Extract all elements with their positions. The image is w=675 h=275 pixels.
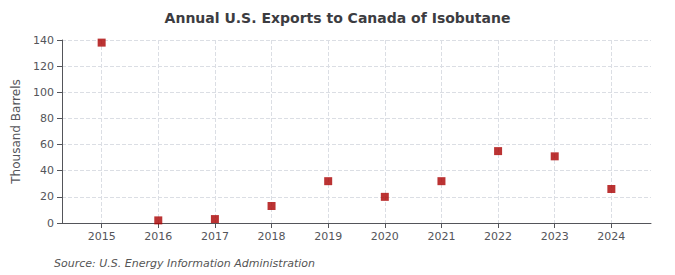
svg-text:60: 60 — [40, 138, 54, 151]
svg-text:120: 120 — [33, 60, 54, 73]
svg-text:40: 40 — [40, 164, 54, 177]
svg-text:80: 80 — [40, 112, 54, 125]
svg-text:2020: 2020 — [371, 230, 399, 243]
svg-text:100: 100 — [33, 86, 54, 99]
svg-text:2017: 2017 — [201, 230, 229, 243]
svg-text:0: 0 — [47, 217, 54, 230]
svg-text:Source: U.S. Energy Informatio: Source: U.S. Energy Information Administ… — [54, 257, 315, 270]
svg-text:2019: 2019 — [314, 230, 342, 243]
svg-text:2024: 2024 — [597, 230, 625, 243]
svg-text:Annual U.S. Exports to Canada: Annual U.S. Exports to Canada of Isobuta… — [165, 10, 511, 26]
svg-text:2016: 2016 — [144, 230, 172, 243]
svg-text:2023: 2023 — [541, 230, 569, 243]
svg-text:2021: 2021 — [427, 230, 455, 243]
svg-text:2015: 2015 — [88, 230, 116, 243]
svg-text:2018: 2018 — [258, 230, 286, 243]
svg-text:140: 140 — [33, 34, 54, 47]
svg-text:2022: 2022 — [484, 230, 512, 243]
svg-text:Thousand Barrels: Thousand Barrels — [9, 79, 23, 184]
svg-text:20: 20 — [40, 190, 54, 203]
